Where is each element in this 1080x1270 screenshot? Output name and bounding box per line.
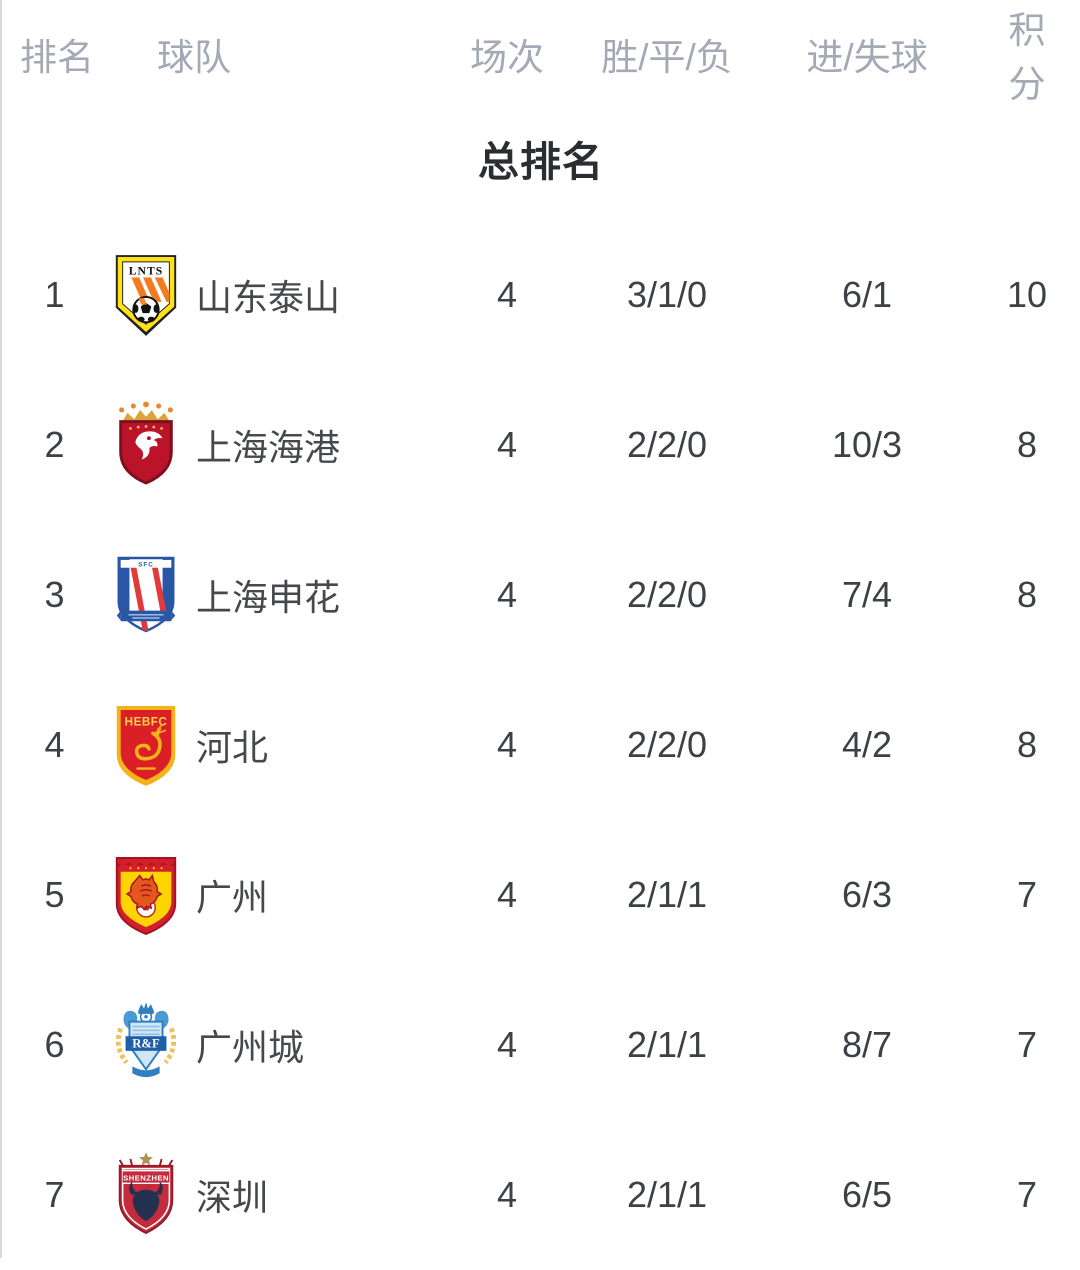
section-title-overall-ranking: 总排名 — [478, 139, 604, 185]
points-value: 8 — [1016, 424, 1038, 465]
rank-value: 2 — [44, 424, 65, 465]
table-row[interactable]: 5 广州 4 2/1/1 6/3 7 — [2, 820, 1080, 970]
matches-played: 4 — [496, 1024, 518, 1065]
shenzhen-crest — [107, 1151, 184, 1239]
matches-played: 4 — [496, 274, 518, 315]
header-played: 场次 — [470, 37, 544, 78]
goals-for-against: 6/1 — [841, 274, 893, 315]
rank-value: 4 — [44, 724, 65, 765]
team-name: 山东泰山 — [196, 277, 341, 318]
table-row[interactable]: 3 上海申花 4 2/2/0 7/4 8 — [2, 520, 1080, 670]
header-team: 球队 — [157, 37, 231, 78]
win-draw-loss: 2/1/1 — [626, 1174, 708, 1215]
points-value: 7 — [1016, 1174, 1038, 1215]
rank-value: 1 — [44, 274, 65, 315]
win-draw-loss: 2/2/0 — [626, 724, 708, 765]
hebei-crest — [107, 701, 184, 789]
table-row[interactable]: 1 山东泰山 4 3/1/0 6/1 10 — [2, 220, 1080, 370]
rank-value: 3 — [44, 574, 65, 615]
rank-value: 5 — [44, 874, 65, 915]
matches-played: 4 — [496, 874, 518, 915]
team-name: 广州 — [196, 877, 269, 918]
header-points: 积分 — [1008, 10, 1046, 105]
matches-played: 4 — [496, 1174, 518, 1215]
matches-played: 4 — [496, 724, 518, 765]
goals-for-against: 8/7 — [841, 1024, 893, 1065]
rank-value: 7 — [44, 1174, 65, 1215]
standings-rows: 1 山东泰山 4 3/1/0 6/1 10 2 上海海港 4 2/2/0 10/… — [2, 220, 1080, 1270]
shanghai-port-crest — [107, 401, 184, 489]
header-wdl: 胜/平/负 — [601, 37, 733, 78]
win-draw-loss: 2/2/0 — [626, 424, 708, 465]
team-name: 上海申花 — [196, 577, 341, 618]
win-draw-loss: 2/1/1 — [626, 1024, 708, 1065]
guangzhou-city-crest — [107, 1001, 184, 1089]
win-draw-loss: 2/2/0 — [626, 574, 708, 615]
win-draw-loss: 2/1/1 — [626, 874, 708, 915]
table-row[interactable]: 7 深圳 4 2/1/1 6/5 7 — [2, 1120, 1080, 1270]
team-name: 河北 — [196, 727, 269, 768]
team-name: 上海海港 — [196, 427, 341, 468]
goals-for-against: 4/2 — [841, 724, 893, 765]
team-name: 深圳 — [196, 1177, 269, 1218]
points-value: 7 — [1016, 874, 1038, 915]
win-draw-loss: 3/1/0 — [626, 274, 708, 315]
guangzhou-crest — [107, 851, 184, 939]
table-row[interactable]: 6 广州城 4 2/1/1 8/7 7 — [2, 970, 1080, 1120]
points-value: 8 — [1016, 574, 1038, 615]
points-value: 7 — [1016, 1024, 1038, 1065]
points-value: 10 — [1006, 274, 1048, 315]
header-goals: 进/失球 — [806, 37, 928, 78]
header-rank: 排名 — [20, 37, 94, 78]
shandong-taishan-crest — [107, 251, 184, 339]
matches-played: 4 — [496, 574, 518, 615]
goals-for-against: 6/5 — [841, 1174, 893, 1215]
team-name: 广州城 — [196, 1027, 305, 1068]
goals-for-against: 7/4 — [841, 574, 893, 615]
table-row[interactable]: 2 上海海港 4 2/2/0 10/3 8 — [2, 370, 1080, 520]
table-header-row: 排名 球队 场次 胜/平/负 进/失球 积分 — [2, 0, 1080, 105]
table-row[interactable]: 4 河北 4 2/2/0 4/2 8 — [2, 670, 1080, 820]
shanghai-shenhua-crest — [107, 551, 184, 639]
points-value: 8 — [1016, 724, 1038, 765]
goals-for-against: 6/3 — [841, 874, 893, 915]
matches-played: 4 — [496, 424, 518, 465]
goals-for-against: 10/3 — [831, 424, 903, 465]
rank-value: 6 — [44, 1024, 65, 1065]
